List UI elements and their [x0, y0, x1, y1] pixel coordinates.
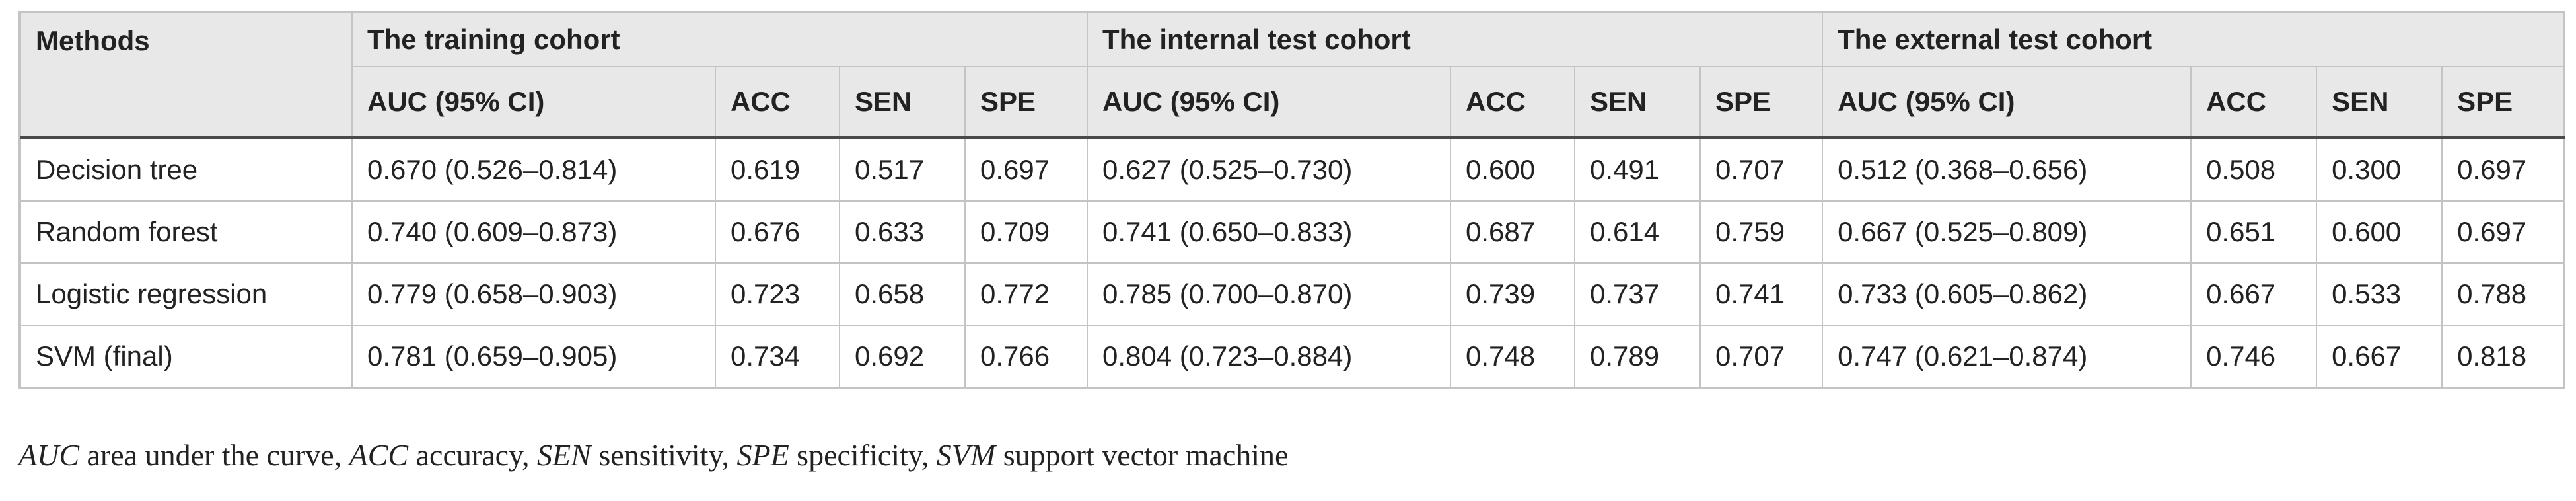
table-cell: 0.789	[1574, 325, 1701, 388]
table-cell: 0.741	[1699, 262, 1824, 326]
table-cell: 0.687	[1450, 200, 1576, 264]
results-table: Methods The training cohort The internal…	[20, 12, 2565, 388]
table-cell: 0.512 (0.368–0.656)	[1822, 136, 2192, 202]
table-cell: 0.804 (0.723–0.884)	[1087, 325, 1452, 388]
metric-header-acc: ACC	[2190, 66, 2318, 139]
table-cell: 0.818	[2441, 325, 2565, 388]
metric-header-sen: SEN	[839, 66, 966, 139]
table-cell: 0.739	[1450, 262, 1576, 326]
table-cell: 0.759	[1699, 200, 1824, 264]
group-header-external-test: The external test cohort	[1822, 12, 2565, 67]
table-footnote: AUC area under the curve, ACC accuracy, …	[18, 438, 1288, 473]
table-cell: 0.723	[715, 262, 840, 326]
table-cell: 0.658	[839, 262, 966, 326]
table-cell: 0.508	[2190, 136, 2318, 202]
table-cell: 0.788	[2441, 262, 2565, 326]
table-cell: 0.733 (0.605–0.862)	[1822, 262, 2192, 326]
table-row: Decision tree 0.670 (0.526–0.814) 0.619 …	[20, 136, 2565, 202]
table-cell: 0.772	[964, 262, 1089, 326]
table-header: Methods The training cohort The internal…	[20, 12, 2565, 139]
footnote-abbr: SVM	[936, 438, 996, 472]
table-cell: 0.766	[964, 325, 1089, 388]
table-cell: 0.300	[2316, 136, 2443, 202]
metric-header-spe: SPE	[1699, 66, 1824, 139]
table-cell: 0.651	[2190, 200, 2318, 264]
metric-header-spe: SPE	[2441, 66, 2565, 139]
metric-header-auc: AUC (95% CI)	[1822, 66, 2192, 139]
table-cell: 0.517	[839, 136, 966, 202]
method-cell: Random forest	[20, 200, 353, 264]
results-table-container: Methods The training cohort The internal…	[18, 11, 2565, 389]
footnote-abbr: ACC	[349, 438, 409, 472]
table-cell: 0.692	[839, 325, 966, 388]
metric-header-auc: AUC (95% CI)	[351, 66, 716, 139]
method-cell: Decision tree	[20, 136, 353, 202]
methods-header: Methods	[20, 12, 353, 139]
metric-header-spe: SPE	[964, 66, 1089, 139]
table-row: Random forest 0.740 (0.609–0.873) 0.676 …	[20, 200, 2565, 264]
table-cell: 0.600	[2316, 200, 2443, 264]
footnote-text: specificity,	[789, 438, 937, 472]
table-cell: 0.737	[1574, 262, 1701, 326]
table-cell: 0.748	[1450, 325, 1576, 388]
footnote-text: support vector machine	[995, 438, 1289, 472]
table-cell: 0.600	[1450, 136, 1576, 202]
metric-header-acc: ACC	[1450, 66, 1576, 139]
footnote-text: area under the curve,	[79, 438, 349, 472]
header-metric-row: AUC (95% CI) ACC SEN SPE AUC (95% CI) AC…	[20, 66, 2565, 139]
table-cell: 0.697	[964, 136, 1089, 202]
table-cell: 0.667 (0.525–0.809)	[1822, 200, 2192, 264]
table-cell: 0.746	[2190, 325, 2318, 388]
table-row: Logistic regression 0.779 (0.658–0.903) …	[20, 262, 2565, 326]
table-cell: 0.734	[715, 325, 840, 388]
table-body: Decision tree 0.670 (0.526–0.814) 0.619 …	[20, 136, 2565, 388]
table-cell: 0.740 (0.609–0.873)	[351, 200, 716, 264]
table-cell: 0.781 (0.659–0.905)	[351, 325, 716, 388]
table-cell: 0.697	[2441, 136, 2565, 202]
table-cell: 0.533	[2316, 262, 2443, 326]
table-cell: 0.619	[715, 136, 840, 202]
table-cell: 0.627 (0.525–0.730)	[1087, 136, 1452, 202]
table-cell: 0.779 (0.658–0.903)	[351, 262, 716, 326]
method-cell: Logistic regression	[20, 262, 353, 326]
table-cell: 0.491	[1574, 136, 1701, 202]
metric-header-sen: SEN	[1574, 66, 1701, 139]
table-cell: 0.741 (0.650–0.833)	[1087, 200, 1452, 264]
table-cell: 0.670 (0.526–0.814)	[351, 136, 716, 202]
footnote-abbr: SEN	[537, 438, 591, 472]
footnote-abbr: AUC	[18, 438, 79, 472]
method-cell: SVM (final)	[20, 325, 353, 388]
group-header-training: The training cohort	[351, 12, 1089, 67]
table-cell: 0.667	[2316, 325, 2443, 388]
group-header-internal-test: The internal test cohort	[1087, 12, 1824, 67]
table-cell: 0.785 (0.700–0.870)	[1087, 262, 1452, 326]
table-cell: 0.667	[2190, 262, 2318, 326]
table-cell: 0.707	[1699, 325, 1824, 388]
footnote-abbr: SPE	[736, 438, 789, 472]
metric-header-acc: ACC	[715, 66, 840, 139]
table-cell: 0.633	[839, 200, 966, 264]
footnote-text: accuracy,	[408, 438, 538, 472]
table-cell: 0.707	[1699, 136, 1824, 202]
metric-header-auc: AUC (95% CI)	[1087, 66, 1452, 139]
footnote-text: sensitivity,	[590, 438, 737, 472]
header-group-row: Methods The training cohort The internal…	[20, 12, 2565, 139]
table-cell: 0.697	[2441, 200, 2565, 264]
metric-header-sen: SEN	[2316, 66, 2443, 139]
table-row: SVM (final) 0.781 (0.659–0.905) 0.734 0.…	[20, 325, 2565, 388]
table-cell: 0.747 (0.621–0.874)	[1822, 325, 2192, 388]
table-cell: 0.709	[964, 200, 1089, 264]
table-cell: 0.676	[715, 200, 840, 264]
table-cell: 0.614	[1574, 200, 1701, 264]
